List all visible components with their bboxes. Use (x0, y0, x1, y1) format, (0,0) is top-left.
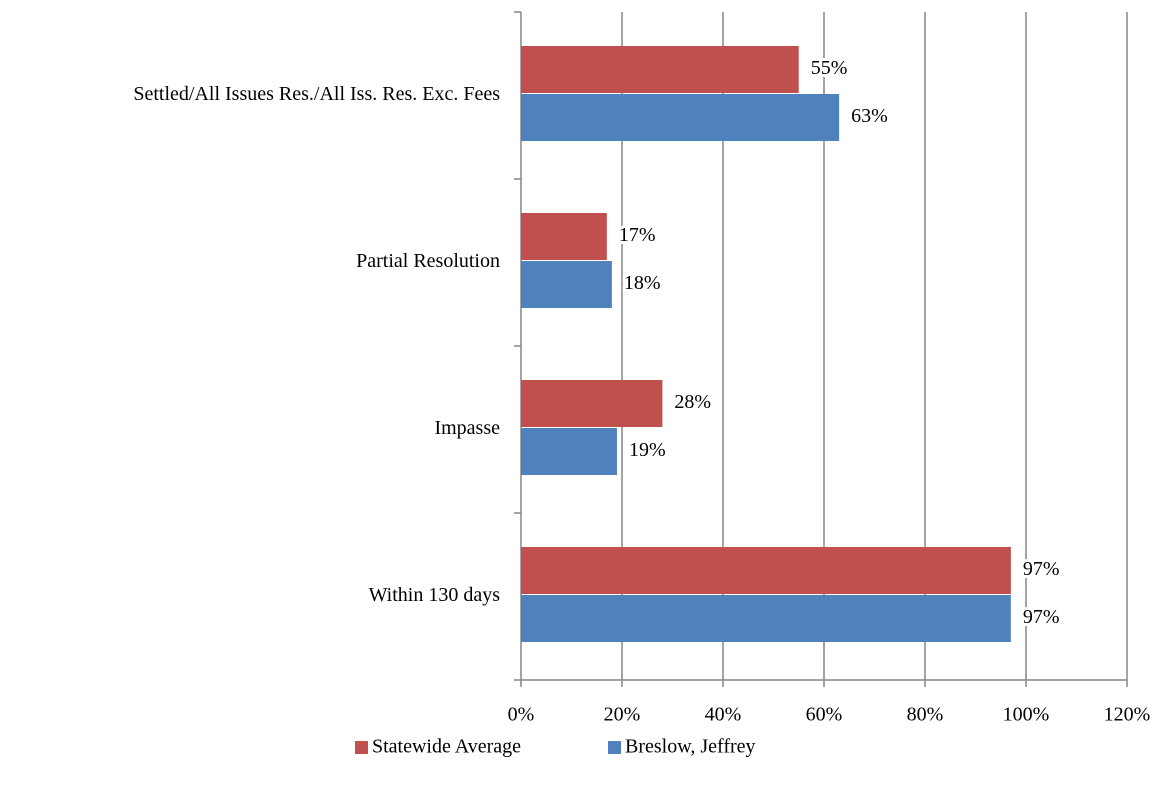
bar (521, 428, 617, 475)
x-tick-label: 40% (705, 704, 742, 726)
legend-label: Breslow, Jeffrey (625, 736, 756, 758)
bar (521, 261, 612, 308)
x-tick-label: 0% (508, 704, 535, 726)
bar (521, 547, 1011, 594)
value-label: 55% (811, 57, 848, 79)
y-tick-label: Impasse (434, 417, 500, 439)
bar (521, 94, 840, 141)
value-label: 97% (1023, 606, 1060, 628)
x-tick-label: 120% (1104, 704, 1151, 726)
value-label: 17% (619, 224, 656, 246)
value-label: 63% (851, 105, 888, 127)
legend-label: Statewide Average (372, 736, 521, 758)
value-label: 28% (674, 391, 711, 413)
legend-swatch (608, 741, 621, 754)
bar (521, 213, 607, 260)
x-tick-label: 80% (907, 704, 944, 726)
x-tick-label: 60% (806, 704, 843, 726)
x-tick-label: 20% (604, 704, 641, 726)
x-tick-label: 100% (1003, 704, 1050, 726)
bar (521, 380, 663, 427)
y-tick-label: Settled/All Issues Res./All Iss. Res. Ex… (133, 83, 500, 105)
y-tick-label: Within 130 days (369, 584, 501, 606)
y-tick-label: Partial Resolution (356, 250, 500, 272)
value-label: 97% (1023, 558, 1060, 580)
legend-swatch (355, 741, 368, 754)
bar (521, 595, 1011, 642)
value-label: 19% (629, 439, 666, 461)
value-label: 18% (624, 272, 661, 294)
bar (521, 46, 799, 93)
